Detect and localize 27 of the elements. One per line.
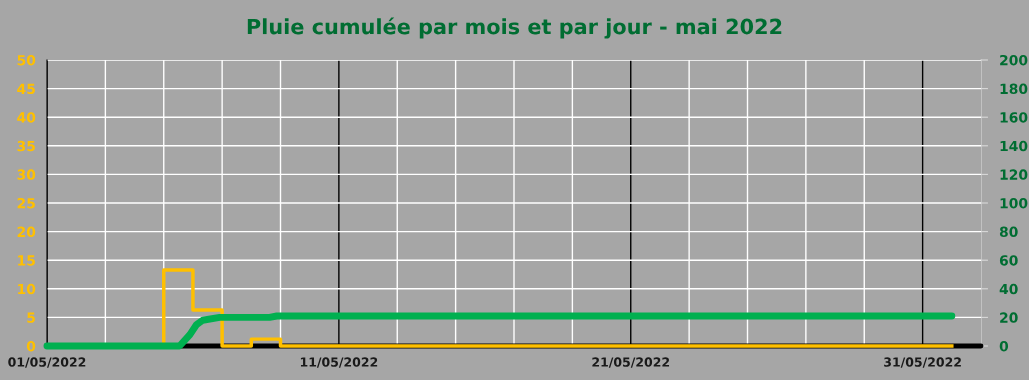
- y2-tick-label: 160: [1000, 112, 1028, 123]
- y2-tick-label: 0: [999, 340, 1009, 352]
- y-tick-label: 0: [26, 340, 36, 352]
- y2-tick-label: 100: [1000, 197, 1028, 209]
- y-tick-label: 25: [17, 197, 35, 209]
- y-tick-label: 35: [17, 140, 35, 152]
- y-tick-label: 30: [17, 169, 36, 180]
- y2-tick-label: 140: [1000, 140, 1028, 152]
- y-tick-label: 20: [17, 226, 36, 238]
- chart-title: Pluie cumulée par mois et par jour - mai 2022: [247, 17, 782, 39]
- y-tick-label: 10: [18, 283, 36, 295]
- y2-tick-label: 120: [1000, 169, 1028, 180]
- y2-tick-label: 20: [1000, 312, 1018, 323]
- x-tick-label: 31/05/2022: [884, 357, 961, 368]
- y-tick-label: 40: [17, 112, 36, 123]
- y2-tick-label: 200: [1000, 54, 1028, 66]
- x-tick-label: 21/05/2022: [592, 357, 670, 368]
- y-tick-label: 15: [18, 255, 35, 266]
- y2-tick-label: 180: [1000, 83, 1028, 95]
- y2-tick-label: 40: [999, 283, 1018, 295]
- x-tick-label: 01/05/2022: [8, 357, 86, 368]
- y-tick-label: 45: [17, 83, 35, 95]
- y-tick-label: 5: [27, 312, 35, 323]
- x-tick-label: 11/05/2022: [300, 357, 378, 368]
- y-tick-label: 50: [17, 54, 36, 66]
- y2-tick-label: 60: [999, 255, 1018, 266]
- y2-tick-label: 80: [999, 226, 1018, 238]
